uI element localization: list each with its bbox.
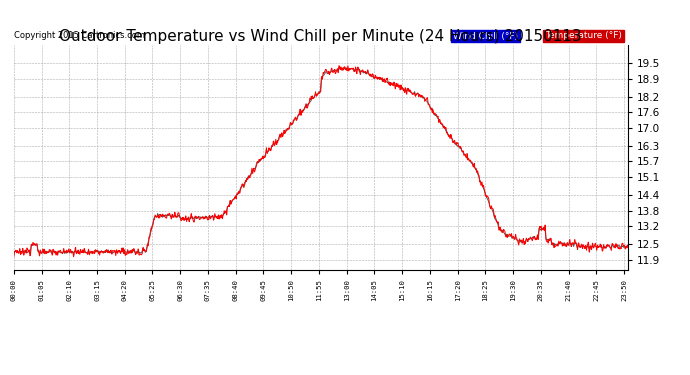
Text: Temperature (°F): Temperature (°F) xyxy=(545,32,622,40)
Title: Outdoor Temperature vs Wind Chill per Minute (24 Hours) 20150113: Outdoor Temperature vs Wind Chill per Mi… xyxy=(59,29,582,44)
Text: Copyright 2015 Cartronics.com: Copyright 2015 Cartronics.com xyxy=(14,32,145,40)
Text: Wind Chill (°F): Wind Chill (°F) xyxy=(453,32,518,40)
